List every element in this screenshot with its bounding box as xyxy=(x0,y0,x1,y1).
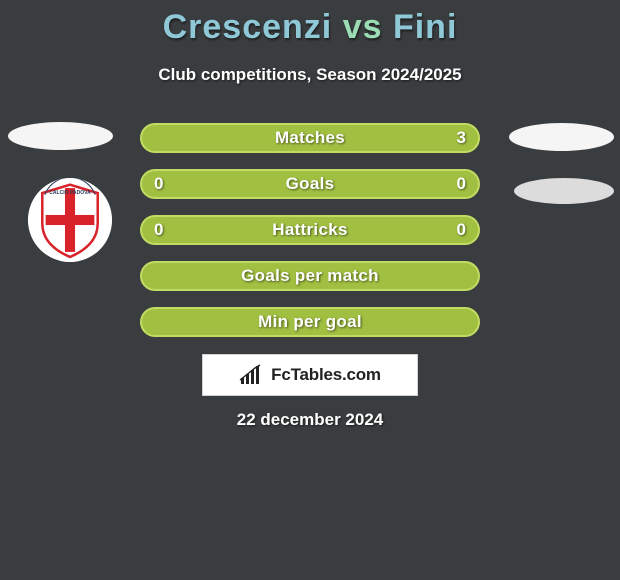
padova-shield-icon: CALCIO PADOVA xyxy=(28,178,112,262)
player-right-placeholder-icon xyxy=(509,123,614,151)
stat-row-goals-per-match: Goals per match xyxy=(140,261,480,291)
stat-row-hattricks: 0 Hattricks 0 xyxy=(140,215,480,245)
subtitle: Club competitions, Season 2024/2025 xyxy=(0,65,620,85)
player-right-club-placeholder-icon xyxy=(514,178,614,204)
player-left-placeholder-icon xyxy=(8,122,113,150)
stat-bars: Matches 3 0 Goals 0 0 Hattricks 0 Goals … xyxy=(140,123,480,353)
date-text: 22 december 2024 xyxy=(0,410,620,430)
title-player-right: Fini xyxy=(393,8,457,46)
fctables-logo-text: FcTables.com xyxy=(271,365,381,385)
title-vs: vs xyxy=(343,8,383,46)
stat-label: Hattricks xyxy=(272,220,347,240)
stat-label: Min per goal xyxy=(258,312,362,332)
svg-text:CALCIO PADOVA: CALCIO PADOVA xyxy=(49,190,91,196)
stat-right-value: 0 xyxy=(457,171,466,197)
stat-right-value: 0 xyxy=(457,217,466,243)
stat-right-value: 3 xyxy=(457,125,466,151)
stat-label: Goals per match xyxy=(241,266,379,286)
stat-row-min-per-goal: Min per goal xyxy=(140,307,480,337)
stat-label: Goals xyxy=(286,174,335,194)
stat-row-goals: 0 Goals 0 xyxy=(140,169,480,199)
page-title: Crescenzi vs Fini xyxy=(0,0,620,47)
fctables-bars-icon xyxy=(239,364,267,386)
club-badge-left: CALCIO PADOVA xyxy=(28,178,112,262)
stat-row-matches: Matches 3 xyxy=(140,123,480,153)
stat-left-value: 0 xyxy=(154,171,163,197)
stat-label: Matches xyxy=(275,128,345,148)
fctables-logo-box: FcTables.com xyxy=(202,354,418,396)
stat-left-value: 0 xyxy=(154,217,163,243)
title-player-left: Crescenzi xyxy=(163,8,333,46)
